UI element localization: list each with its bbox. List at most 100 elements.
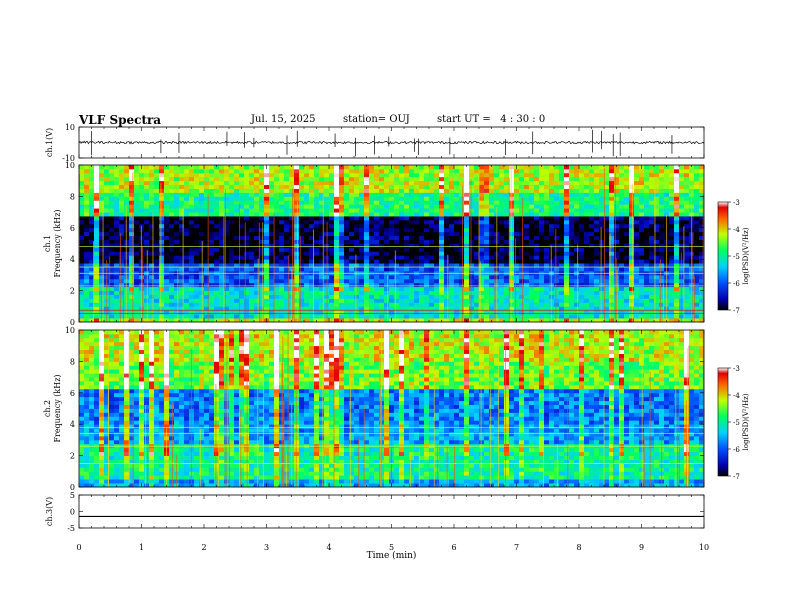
spectrogram-cell bbox=[414, 294, 420, 299]
spectrogram-cell bbox=[209, 251, 215, 256]
spectrogram-cell bbox=[544, 318, 550, 323]
spectrogram-cell bbox=[619, 286, 625, 292]
spectrogram-cell bbox=[624, 259, 630, 264]
spectrogram-cell bbox=[599, 259, 605, 264]
spectrogram-cell bbox=[409, 188, 415, 193]
spectrogram-cell bbox=[274, 251, 280, 256]
spectrogram-cell bbox=[234, 212, 240, 217]
spectrogram-cell bbox=[534, 294, 540, 299]
spectrogram-cell bbox=[269, 259, 275, 264]
spectrogram-cell bbox=[359, 314, 365, 319]
spectrogram-cell bbox=[429, 314, 435, 319]
spectrogram-cell bbox=[554, 196, 560, 201]
spectrogram-cell bbox=[494, 184, 500, 189]
spectrogram-cell bbox=[454, 192, 460, 197]
spectrogram-cell bbox=[674, 204, 680, 209]
spectrogram-cell bbox=[549, 255, 555, 260]
spectrogram-cell bbox=[114, 290, 120, 295]
spectrogram-cell bbox=[434, 168, 440, 174]
spectrogram-cell bbox=[579, 251, 585, 256]
spectrogram-cell bbox=[114, 235, 120, 240]
spectrogram-cell bbox=[134, 302, 140, 307]
spectrogram-cell bbox=[159, 192, 165, 197]
spectrogram-cell bbox=[159, 180, 165, 186]
spectrogram-cell bbox=[524, 184, 530, 189]
spectrogram-cell bbox=[574, 172, 580, 178]
spectrogram-cell bbox=[379, 247, 385, 252]
spectrogram-cell bbox=[264, 298, 270, 303]
spectrogram-cell bbox=[529, 180, 535, 186]
spectrogram-cell bbox=[579, 184, 585, 189]
spectrogram-cell bbox=[384, 263, 390, 268]
spectrogram-cell bbox=[129, 318, 135, 323]
spectrogram-cell bbox=[514, 168, 520, 174]
spectrogram-cell bbox=[614, 219, 620, 225]
spectrogram-cell bbox=[519, 216, 525, 221]
spectrogram-cell bbox=[339, 298, 345, 303]
spectrogram-cell bbox=[174, 168, 180, 174]
spectrogram-cell bbox=[269, 196, 275, 201]
spectrogram-cell bbox=[639, 200, 645, 205]
spectrogram-cell bbox=[514, 314, 520, 319]
spectrogram-cell bbox=[284, 239, 290, 244]
spectrogram-cell bbox=[259, 180, 265, 186]
spectrogram-cell bbox=[399, 216, 405, 221]
spectrogram-cell bbox=[194, 294, 200, 299]
spectrogram-cell bbox=[234, 235, 240, 240]
spectrogram-cell bbox=[319, 231, 325, 237]
spectrogram-cell bbox=[599, 223, 605, 229]
spectrogram-cell bbox=[324, 204, 330, 209]
spectrogram-cell bbox=[139, 216, 145, 221]
spectrogram-cell bbox=[169, 172, 175, 178]
spectrogram-cell bbox=[139, 196, 145, 201]
spectrogram-cell bbox=[519, 196, 525, 201]
spectrogram-cell bbox=[639, 306, 645, 311]
spectrogram-cell bbox=[579, 314, 585, 319]
spectrogram-cell bbox=[229, 306, 235, 311]
spectrogram-cell bbox=[384, 294, 390, 299]
spectrogram-cell bbox=[329, 318, 335, 323]
spectrogram-cell bbox=[654, 274, 660, 280]
spectrogram-cell bbox=[599, 247, 605, 252]
spectrogram-cell bbox=[249, 216, 255, 221]
spectrogram-cell bbox=[639, 302, 645, 307]
spectrogram-cell bbox=[314, 204, 320, 209]
spectrogram-cell bbox=[474, 184, 480, 189]
spectrogram-cell bbox=[444, 180, 450, 186]
spectrogram-cell bbox=[504, 259, 510, 264]
spectrogram-cell bbox=[524, 168, 530, 174]
spectrogram-cell bbox=[504, 180, 510, 186]
spectrogram-cell bbox=[84, 223, 90, 229]
spectrogram-cell bbox=[434, 298, 440, 303]
spectrogram-cell bbox=[269, 212, 275, 217]
spectrogram-cell bbox=[434, 200, 440, 205]
spectrogram-cell bbox=[214, 204, 220, 209]
spectrogram-cell bbox=[554, 180, 560, 186]
spectrogram-cell bbox=[229, 235, 235, 240]
spectrogram-cell bbox=[379, 231, 385, 237]
spectrogram-cell bbox=[269, 176, 275, 182]
spectrogram-cell bbox=[579, 286, 585, 292]
spectrogram-cell bbox=[519, 180, 525, 186]
spectrogram-cell bbox=[574, 208, 580, 213]
spectrogram-cell bbox=[384, 239, 390, 244]
spectrogram-cell bbox=[524, 255, 530, 260]
spectrogram-cell bbox=[339, 259, 345, 264]
spectrogram-cell bbox=[304, 259, 310, 264]
spectrogram-cell bbox=[289, 231, 295, 237]
spectrogram-cell bbox=[159, 310, 165, 315]
spectrogram-cell bbox=[429, 302, 435, 307]
spectrogram-cell bbox=[169, 278, 175, 284]
spectrogram-cell bbox=[184, 165, 190, 170]
spectrogram-cell bbox=[609, 294, 615, 299]
spectrogram-cell bbox=[94, 188, 100, 193]
spectrogram-cell bbox=[689, 180, 695, 186]
spectrogram-cell bbox=[299, 294, 305, 299]
spectrogram-cell bbox=[124, 302, 130, 307]
spectrogram-cell bbox=[354, 200, 360, 205]
spectrogram-cell bbox=[554, 255, 560, 260]
spectrogram-cell bbox=[99, 212, 105, 217]
spectrogram-cell bbox=[579, 290, 585, 295]
spectrogram-cell bbox=[654, 165, 660, 170]
spectrogram-cell bbox=[694, 219, 700, 225]
